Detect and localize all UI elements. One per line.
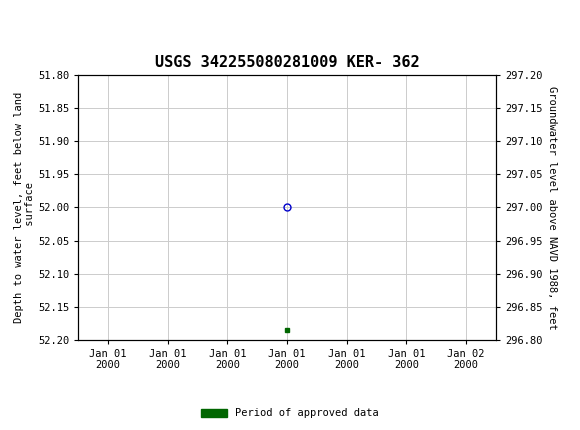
Text: ☒: ☒: [9, 10, 20, 28]
Y-axis label: Groundwater level above NAVD 1988, feet: Groundwater level above NAVD 1988, feet: [546, 86, 557, 329]
Legend: Period of approved data: Period of approved data: [197, 404, 383, 423]
Title: USGS 342255080281009 KER- 362: USGS 342255080281009 KER- 362: [155, 55, 419, 70]
Text: USGS: USGS: [38, 10, 78, 28]
Y-axis label: Depth to water level, feet below land
 surface: Depth to water level, feet below land su…: [14, 92, 35, 323]
